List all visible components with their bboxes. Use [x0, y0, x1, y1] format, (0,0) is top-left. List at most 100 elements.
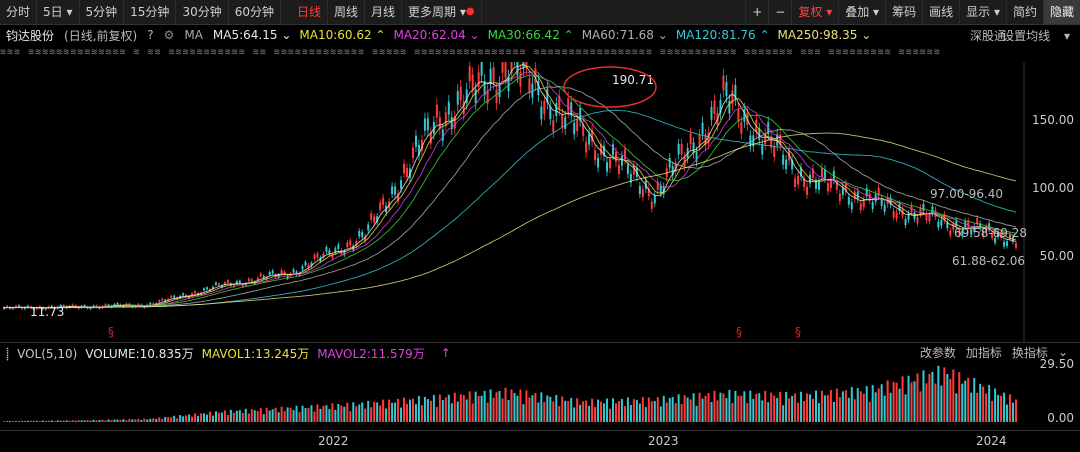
overlay-button[interactable]: 叠加 ▾: [838, 0, 885, 24]
candle: [937, 221, 940, 228]
volume-bar: [358, 404, 361, 422]
candle: [214, 282, 217, 285]
volume-bar: [316, 404, 319, 422]
period-weekly[interactable]: 周线: [328, 0, 366, 24]
candle: [1015, 243, 1017, 248]
period-15min[interactable]: 15分钟: [124, 0, 177, 24]
volume-bar: [65, 420, 68, 422]
zoom-out-button[interactable]: −: [768, 0, 791, 24]
candle: [674, 162, 677, 172]
period-30min[interactable]: 30分钟: [176, 0, 229, 24]
candle: [782, 154, 785, 165]
volume-bar: [400, 407, 403, 422]
candle: [979, 223, 982, 230]
volume-bar: [408, 399, 411, 422]
volume-bar: [865, 386, 868, 422]
volume-bar: [391, 402, 394, 422]
period-more[interactable]: 更多周期 ▾●: [402, 0, 482, 24]
volume-bar: [179, 415, 182, 422]
volume-bar: [83, 420, 86, 422]
ma-settings-button[interactable]: 设置均线 ▾: [1002, 28, 1070, 43]
volume-bar: [603, 403, 606, 422]
candle: [71, 304, 74, 307]
candle: [588, 133, 591, 145]
adjust-button[interactable]: 复权 ▾: [791, 0, 838, 24]
candle: [364, 235, 367, 242]
volume-bar: [770, 392, 773, 422]
volume-bar: [997, 394, 1000, 422]
candle: [391, 186, 394, 195]
kline-chart[interactable]: 150.00 100.00 50.00 190.71 11.73 97.00-96.40 6…: [0, 62, 1080, 430]
volume-bar: [540, 392, 543, 422]
candle: [519, 71, 522, 87]
hk-connect-link[interactable]: 深股通: [969, 28, 1006, 43]
volume-bar: [349, 411, 352, 422]
volume-bar: [182, 416, 185, 422]
candle: [280, 270, 283, 274]
hide-button[interactable]: 隐藏: [1042, 0, 1080, 24]
volume-bar: [77, 420, 80, 422]
edit-params-button[interactable]: 改参数: [919, 345, 956, 360]
volume-bar: [719, 392, 722, 422]
draw-button[interactable]: 画线: [922, 0, 959, 24]
volume-bar: [853, 399, 856, 422]
chips-button[interactable]: 筹码: [885, 0, 922, 24]
volume-bar: [570, 397, 573, 422]
display-button[interactable]: 显示 ▾: [959, 0, 1006, 24]
volume-bar: [922, 370, 925, 422]
volume-bar: [883, 395, 886, 422]
volume-bar: [704, 395, 707, 422]
candle: [656, 181, 659, 190]
volume-bar: [417, 396, 420, 422]
y-tick: 150.00: [1032, 113, 1074, 127]
period-5day[interactable]: 5日 ▾: [37, 0, 80, 24]
candle: [734, 84, 737, 99]
help-icon[interactable]: ?: [147, 28, 154, 42]
gear-icon[interactable]: ⚙: [163, 28, 175, 42]
period-5min[interactable]: 5分钟: [80, 0, 125, 24]
candle: [495, 89, 498, 104]
volume-bar: [373, 402, 376, 422]
simple-button[interactable]: 简约: [1005, 0, 1043, 24]
candle: [859, 203, 862, 211]
change-indicator-button[interactable]: 换指标: [1011, 345, 1048, 360]
period-intraday[interactable]: 分时: [0, 0, 38, 24]
volume-bar: [101, 419, 104, 422]
candle: [558, 95, 561, 110]
collapse-icon[interactable]: ⌄: [1057, 345, 1068, 359]
volume-bar: [731, 402, 734, 422]
candle: [161, 298, 164, 301]
candle: [62, 305, 65, 308]
add-indicator-button[interactable]: 加指标: [965, 345, 1002, 360]
volume-bar: [483, 390, 486, 422]
volume-bar: [328, 409, 331, 422]
candle: [600, 144, 603, 155]
candle: [492, 67, 495, 83]
volume-bar: [976, 392, 979, 422]
volume-bar: [665, 402, 668, 422]
vol-value: MAVOL2:11.579万: [317, 346, 425, 361]
volume-bar: [829, 390, 832, 422]
candle: [617, 164, 620, 175]
candle: [44, 307, 47, 311]
candle: [847, 197, 850, 205]
volume-bar: [131, 419, 134, 422]
candle: [603, 145, 606, 157]
zoom-in-button[interactable]: +: [745, 0, 768, 24]
volume-bar: [346, 402, 349, 422]
candle: [292, 269, 295, 273]
candle: [549, 106, 552, 120]
period-60min[interactable]: 60分钟: [229, 0, 281, 24]
candle: [650, 201, 653, 209]
vol-settings-icon[interactable]: ⸽: [6, 346, 10, 361]
period-daily[interactable]: 日线: [291, 0, 329, 24]
volume-bar: [531, 395, 534, 422]
volume-bar: [782, 405, 785, 422]
vol-y-tick: 0.00: [1047, 411, 1074, 425]
volume-bar: [614, 403, 617, 422]
candle: [1006, 241, 1009, 247]
volume-bar: [767, 402, 770, 422]
period-monthly[interactable]: 月线: [365, 0, 403, 24]
x-axis: 2022 2023 2024: [0, 430, 1080, 452]
ma-legend: 钧达股份 (日线,前复权) ? ⚙ MA MA5:64.15 ⌄ MA10:60.…: [0, 25, 1080, 45]
